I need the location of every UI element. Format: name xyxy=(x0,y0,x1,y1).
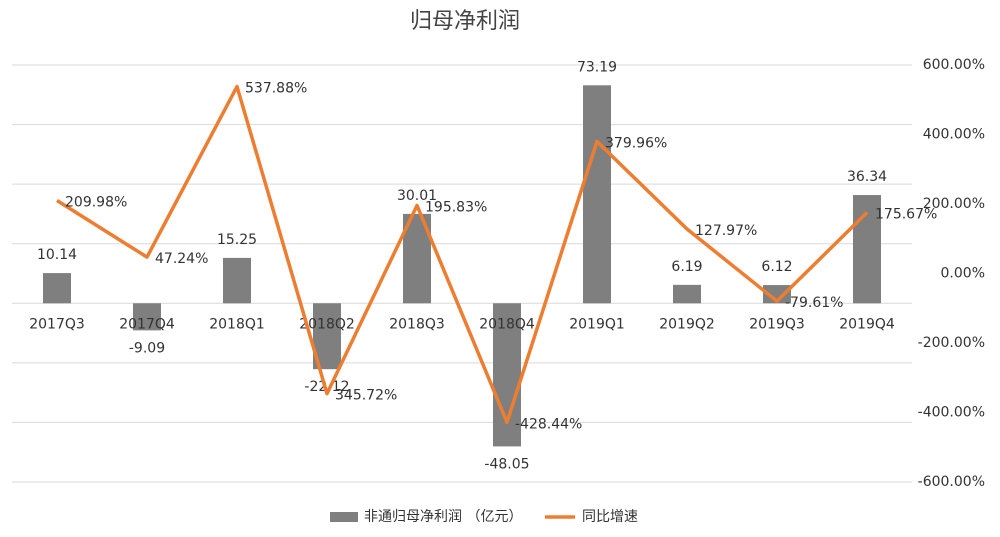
y2-tick-label: 400.00% xyxy=(923,127,985,143)
bar-value-label: -9.09 xyxy=(129,340,165,356)
y2-tick-label: -600.00% xyxy=(918,474,985,490)
x-tick-label: 2019Q4 xyxy=(839,316,895,332)
bar-value-label: 10.14 xyxy=(37,247,77,263)
bar xyxy=(223,257,251,304)
bar xyxy=(133,303,161,331)
x-tick-label: 2018Q3 xyxy=(389,316,445,332)
x-tick-label: 2018Q4 xyxy=(479,316,535,332)
bar-value-label: 6.12 xyxy=(761,259,792,275)
line-value-label: -79.61% xyxy=(785,295,843,311)
x-tick-label: 2019Q2 xyxy=(659,316,715,332)
line-value-label: 209.98% xyxy=(65,195,127,211)
line-value-label: 195.83% xyxy=(425,199,487,215)
x-tick-label: 2018Q2 xyxy=(299,316,355,332)
bar-value-label: -48.05 xyxy=(484,456,529,472)
legend-label: 非通归母净利润 （亿元） xyxy=(364,508,522,525)
bar xyxy=(673,284,701,304)
x-tick-label: 2017Q3 xyxy=(29,316,85,332)
line xyxy=(56,84,869,425)
bar-value-label: 6.19 xyxy=(671,259,702,275)
legend-swatch xyxy=(330,512,358,522)
bar-value-label: 36.34 xyxy=(847,169,887,185)
y2-tick-label: 200.00% xyxy=(923,196,985,212)
line-value-label: 345.72% xyxy=(335,388,397,404)
legend-label: 同比增速 xyxy=(582,509,638,525)
bar-value-label: -22.12 xyxy=(304,379,349,395)
line-value-label: -428.44% xyxy=(515,416,582,432)
bar-value-label: 30.01 xyxy=(397,188,437,204)
chart-title: 归母净利润 xyxy=(410,9,520,34)
y2-tick-label: 600.00% xyxy=(923,57,985,73)
line-value-label: 537.88% xyxy=(245,81,307,97)
bar xyxy=(583,85,611,304)
x-tick-label: 2019Q1 xyxy=(569,316,625,332)
line-value-label: 379.96% xyxy=(605,135,667,151)
bar xyxy=(763,285,791,304)
bar-value-label: 15.25 xyxy=(217,232,257,248)
x-tick-label: 2017Q4 xyxy=(119,316,175,332)
line-value-label: 175.67% xyxy=(875,206,937,222)
line-value-label: 127.97% xyxy=(695,223,757,239)
line-value-label: 47.24% xyxy=(155,251,208,267)
bar-value-label: 73.19 xyxy=(577,59,617,75)
y2-tick-label: -200.00% xyxy=(918,335,985,351)
bar xyxy=(43,273,71,304)
x-tick-label: 2019Q3 xyxy=(749,316,805,332)
y2-tick-label: 0.00% xyxy=(941,266,985,282)
y2-tick-label: -400.00% xyxy=(918,405,985,421)
x-tick-label: 2018Q1 xyxy=(209,316,265,332)
